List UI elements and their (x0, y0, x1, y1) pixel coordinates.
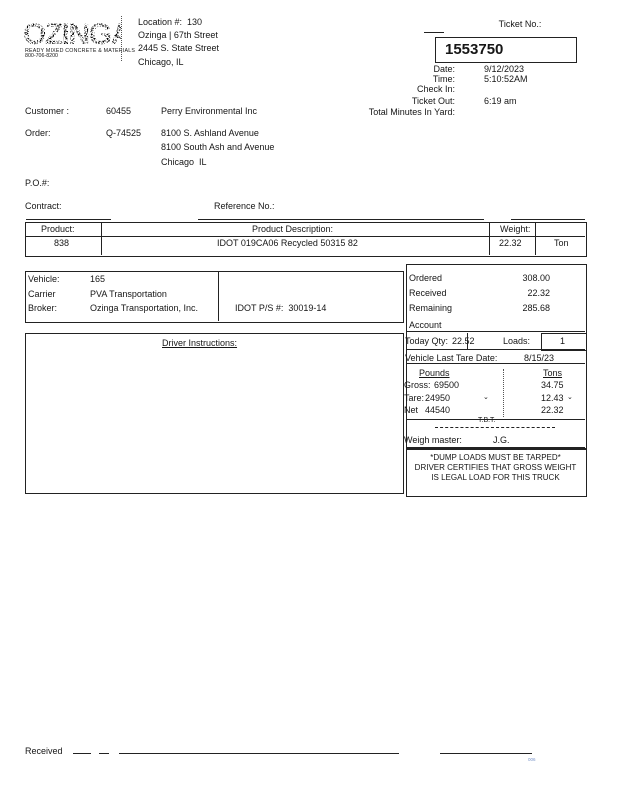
svg-text:OZINGA: OZINGA (23, 18, 121, 51)
